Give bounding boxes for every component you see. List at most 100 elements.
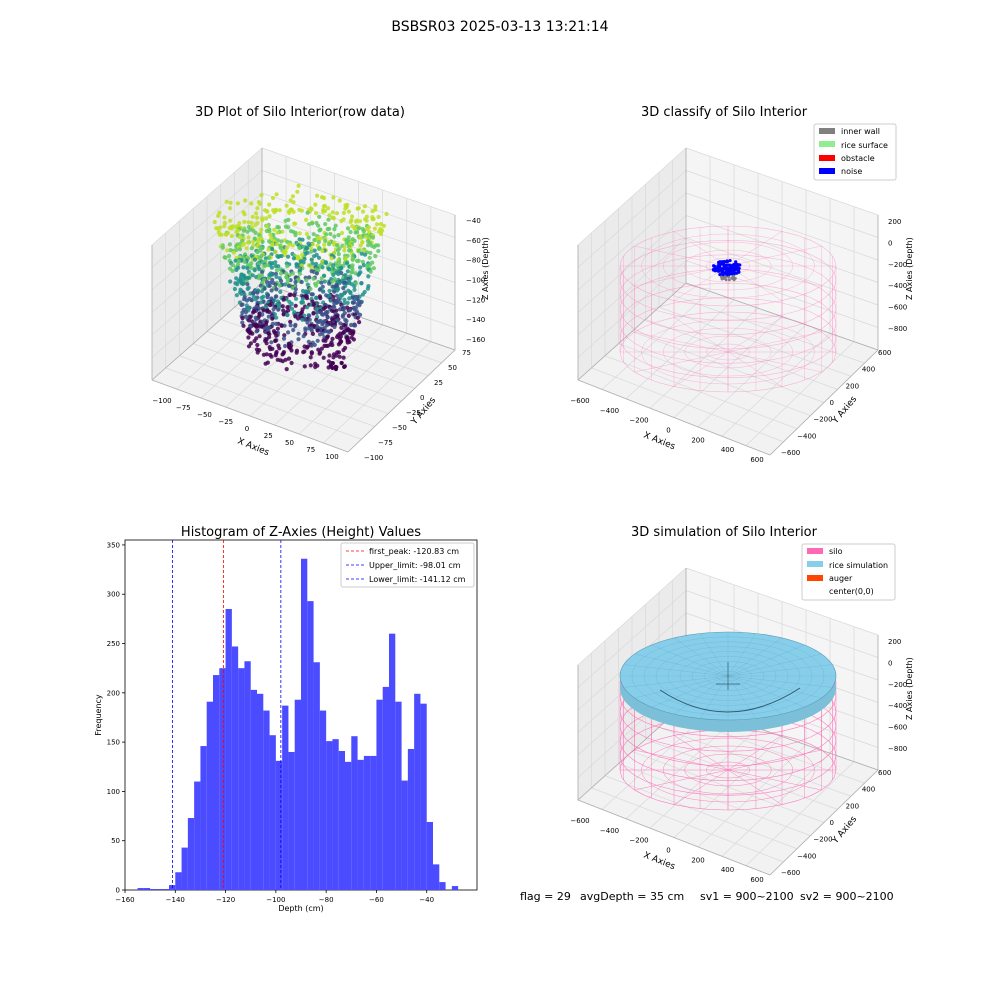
y-tick-label: 600: [878, 769, 891, 777]
histogram-bar: [156, 889, 163, 890]
raw-data-point: [314, 211, 319, 216]
raw-data-point: [336, 233, 341, 238]
raw-data-point: [289, 301, 294, 306]
y-tick-label: −600: [781, 869, 800, 877]
raw-data-point: [327, 288, 332, 293]
histogram-bar: [250, 689, 257, 890]
x-tick-label: −200: [629, 417, 648, 425]
raw-data-point: [299, 279, 304, 285]
raw-data-point: [259, 227, 264, 232]
raw-data-point: [300, 317, 305, 322]
raw-data-point: [376, 214, 381, 220]
raw-data-point: [331, 216, 336, 221]
raw-data-point: [361, 229, 366, 234]
x-tick-label: −25: [218, 418, 233, 426]
x-tick-label: −400: [600, 827, 619, 835]
raw-data-point: [303, 328, 308, 333]
raw-data-point: [366, 243, 371, 248]
x-tick-label: −40: [419, 896, 434, 904]
gridline: [165, 367, 362, 440]
x-tick-label: 25: [264, 432, 273, 440]
x-tick-label: 0: [245, 425, 249, 433]
histogram-x-label: Depth (cm): [278, 904, 323, 913]
raw-data-point: [376, 248, 381, 254]
raw-data-point: [259, 295, 264, 300]
raw-data-point: [260, 218, 265, 223]
raw-data-point: [330, 210, 335, 215]
raw-data-point: [278, 289, 283, 294]
raw-data-point: [259, 289, 265, 294]
raw-data-point: [322, 279, 327, 284]
raw-data-point: [316, 239, 321, 245]
raw-data-point: [270, 277, 275, 282]
raw-data-point: [332, 324, 337, 330]
y-tick-label: 50: [448, 364, 457, 372]
raw-data-point: [327, 213, 332, 218]
raw-data-point: [307, 317, 312, 322]
raw-data-point: [254, 215, 260, 220]
y-tick-label: 250: [107, 640, 120, 648]
raw-data-point: [306, 235, 311, 240]
raw-data-point: [242, 212, 247, 217]
noise-point: [729, 264, 733, 269]
raw-data-point: [321, 355, 326, 360]
rice-surface-ridge: [659, 687, 801, 713]
raw-data-point: [257, 267, 262, 272]
silo-spoke: [727, 265, 822, 287]
histogram-bar: [439, 882, 446, 890]
noise-point: [715, 268, 719, 272]
raw-data-point: [313, 202, 318, 207]
raw-data-point: [285, 305, 290, 310]
raw-data-point: [345, 226, 351, 231]
histogram-reference-lines: [172, 540, 282, 890]
raw-data-point: [350, 266, 355, 272]
noise-point: [719, 268, 724, 272]
raw-data-point: [222, 220, 227, 225]
raw-data-point: [255, 239, 260, 244]
raw-data-point: [249, 265, 254, 270]
raw-data-point: [279, 239, 284, 244]
x-tick-label: −100: [266, 896, 285, 904]
raw-data-point: [289, 360, 294, 366]
gridline: [261, 260, 456, 328]
z-tick-label: −80: [466, 257, 481, 265]
classify-x-ticks: −600 −400 −200 0 200 400 600: [570, 397, 763, 464]
raw-data-point: [220, 245, 225, 250]
silo-spoke: [673, 317, 729, 353]
histogram-bar: [301, 558, 308, 890]
raw-data-point: [335, 243, 340, 248]
raw-data-point: [367, 255, 372, 260]
raw-data-point: [246, 235, 251, 240]
raw-data-point: [274, 242, 280, 247]
raw-data-point: [287, 242, 292, 247]
raw-data-point: [314, 271, 319, 276]
raw-data-point: [269, 252, 274, 257]
gridline: [151, 192, 263, 291]
raw-data-point: [246, 220, 251, 225]
raw-data-point: [327, 281, 332, 286]
simulation-legend: silo rice simulation auger center(0,0): [801, 543, 896, 601]
silo-spoke: [727, 331, 822, 353]
raw-data-point: [357, 219, 363, 224]
silo-spoke: [727, 735, 783, 771]
raw-data-point: [234, 229, 239, 235]
raw-data-point: [286, 225, 291, 230]
raw-data-point: [223, 255, 228, 260]
x-tick-label: 0: [666, 427, 670, 435]
x-tick-label: −140: [166, 896, 185, 904]
raw-data-point: [267, 229, 272, 234]
histogram-bar: [332, 739, 339, 890]
x-tick-label: 600: [750, 456, 763, 464]
y-tick-label: 600: [878, 349, 891, 357]
raw-data-point: [361, 263, 366, 268]
noise-point: [722, 263, 727, 267]
noise-point: [723, 267, 727, 271]
legend-rice-sim-swatch: [807, 561, 823, 567]
raw-data-point: [276, 254, 281, 259]
histogram-bar: [187, 818, 195, 890]
histogram-x-ticks: −160 −140 −120 −100 −80 −60 −40: [115, 890, 434, 904]
silo-spoke: [634, 245, 729, 267]
histogram-bar: [414, 693, 421, 890]
raw-data-point: [284, 367, 289, 372]
